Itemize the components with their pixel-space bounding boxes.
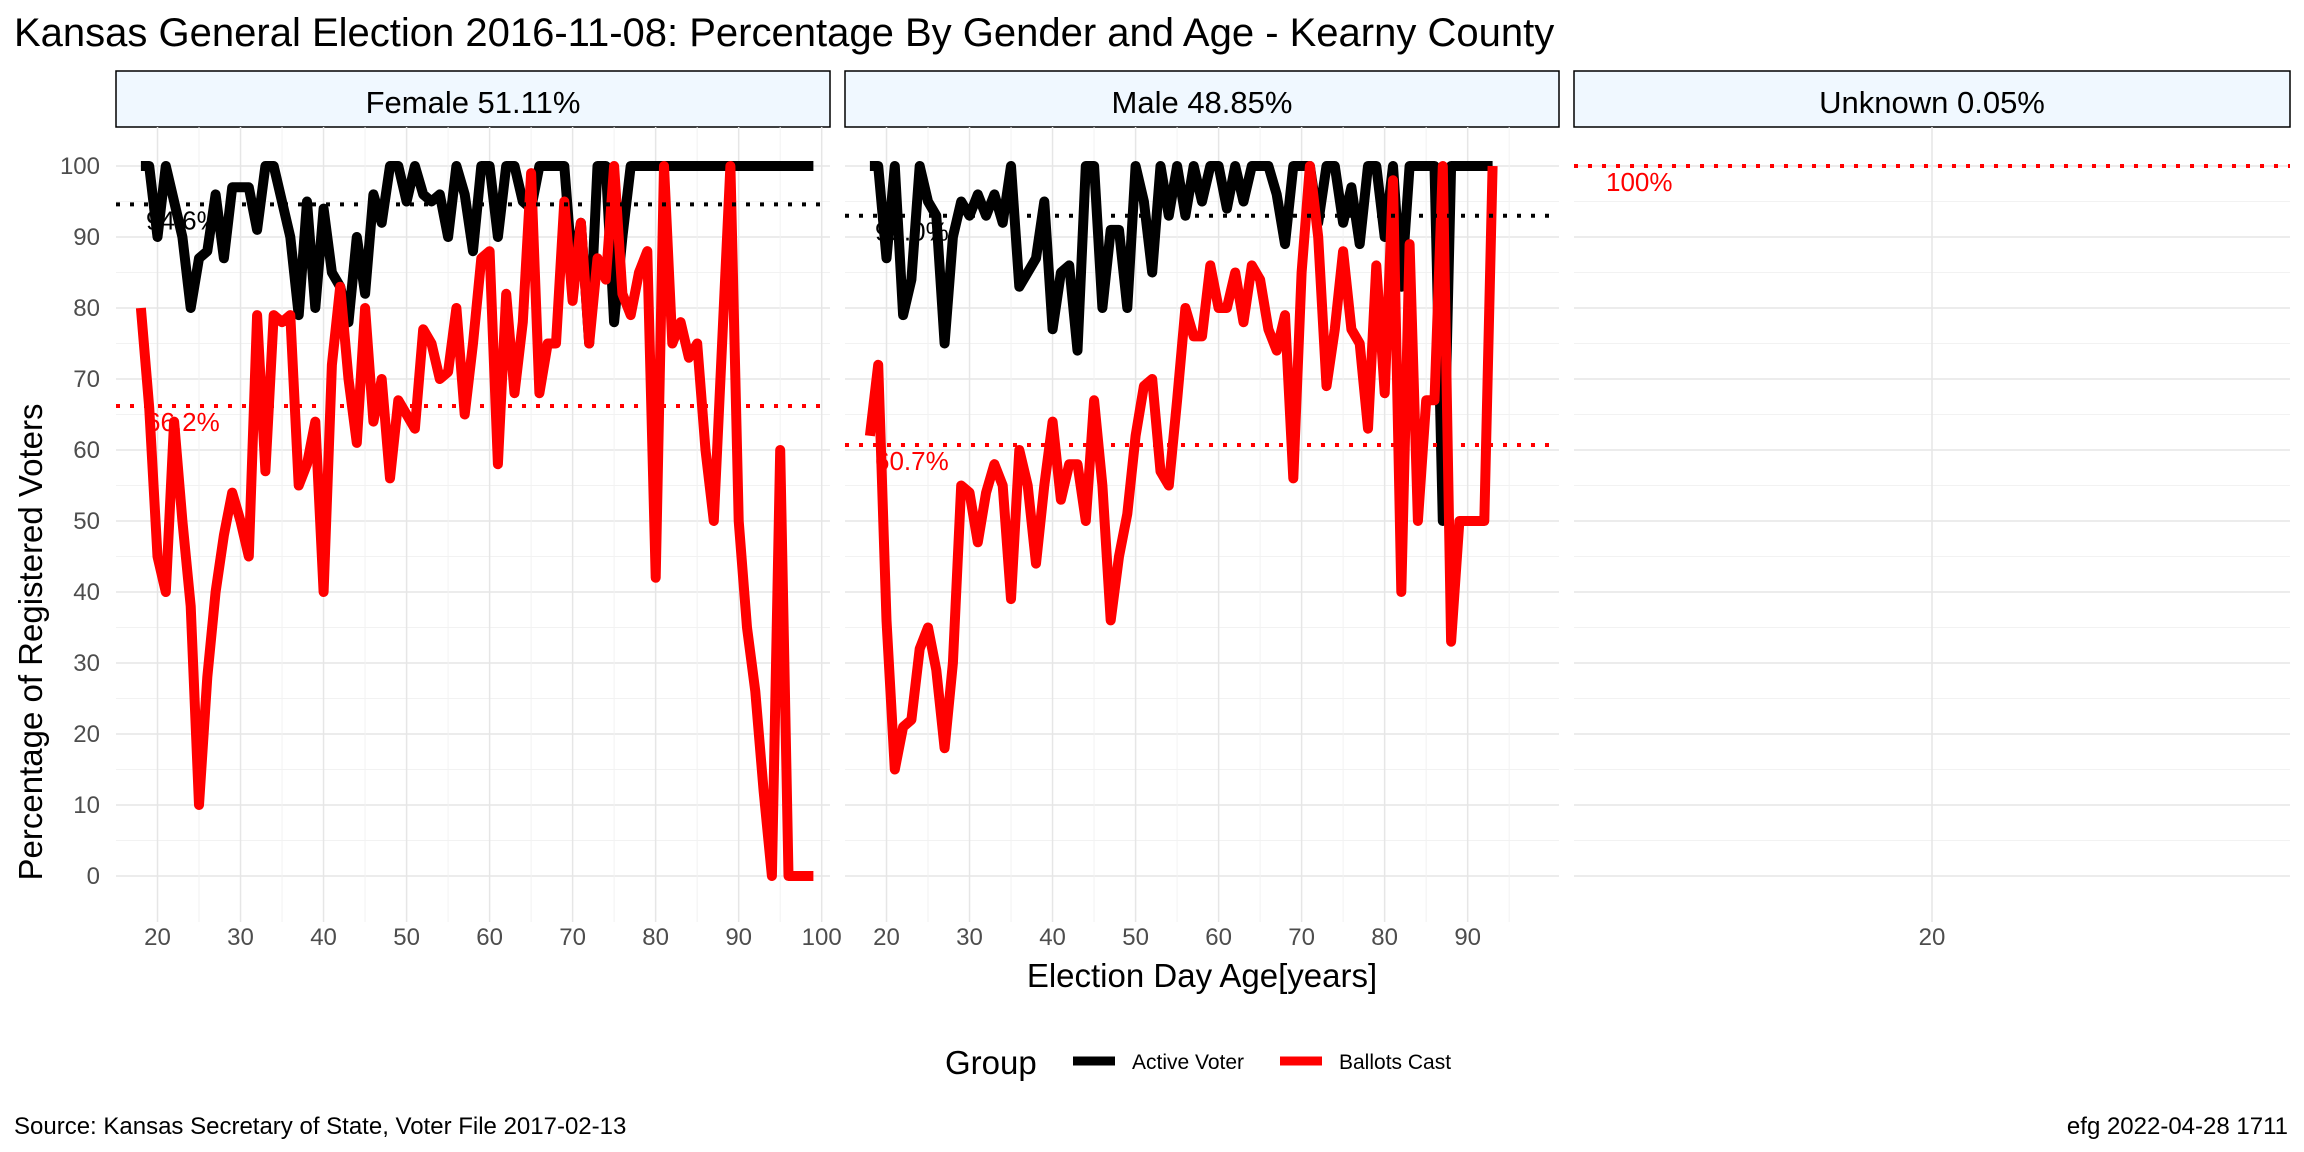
y-axis-label: Percentage of Registered Voters <box>12 404 49 881</box>
chart-title: Kansas General Election 2016-11-08: Perc… <box>14 11 1554 55</box>
x-tick-label: 60 <box>1205 924 1232 951</box>
y-tick-label: 70 <box>73 366 100 393</box>
reference-label: 93.0% <box>875 217 949 247</box>
x-tick-label: 100 <box>802 924 842 951</box>
x-axis-label: Election Day Age[years] <box>1027 957 1377 994</box>
facet-panels: Female 51.11% 20 30 40 50 60 70 80 90 100 0 10 20 30 4… <box>60 70 2291 951</box>
facet-panel: Unknown 0.05% 20 100% <box>1573 70 2291 951</box>
y-tick-label: 80 <box>73 295 100 322</box>
y-tick-label: 20 <box>73 721 100 748</box>
x-tick-label: 20 <box>144 924 171 951</box>
x-tick-label: 30 <box>956 924 983 951</box>
y-tick-label: 10 <box>73 792 100 819</box>
y-tick-label: 90 <box>73 224 100 251</box>
x-tick-label: 90 <box>1454 924 1481 951</box>
legend: Group Active Voter Ballots Cast <box>945 1044 1451 1081</box>
reference-label: 66.2% <box>146 407 220 437</box>
series-line-ballots-cast <box>135 161 814 881</box>
x-tick-label: 40 <box>310 924 337 951</box>
legend-label-active-voter: Active Voter <box>1132 1051 1244 1074</box>
facet-strip-label: Male 48.85% <box>1112 85 1293 120</box>
facet-strip <box>115 70 831 128</box>
x-tick-label: 80 <box>642 924 669 951</box>
facet-panel: Male 48.85% 20 30 40 50 60 70 80 90 93.0% 60.7% <box>844 70 1560 951</box>
y-tick-label: 60 <box>73 437 100 464</box>
x-tick-label: 20 <box>1919 924 1946 951</box>
x-tick-label: 90 <box>725 924 752 951</box>
reference-label: 100% <box>1606 167 1673 197</box>
y-tick-label: 40 <box>73 579 100 606</box>
facet-strip-label: Unknown 0.05% <box>1819 85 2045 120</box>
facet-panel: Female 51.11% 20 30 40 50 60 70 80 90 100 0 10 20 30 4… <box>60 70 842 951</box>
facet-strip <box>1573 70 2291 128</box>
x-tick-label: 50 <box>1122 924 1149 951</box>
x-tick-label: 40 <box>1039 924 1066 951</box>
x-tick-label: 60 <box>476 924 503 951</box>
x-tick-label: 20 <box>873 924 900 951</box>
series-line-ballots-cast <box>864 161 1498 775</box>
x-tick-label: 80 <box>1371 924 1398 951</box>
y-tick-label: 100 <box>60 153 100 180</box>
reference-label: 94.6% <box>146 205 220 235</box>
legend-title: Group <box>945 1044 1037 1081</box>
series-line-active-voter <box>140 161 814 349</box>
reference-label: 60.7% <box>875 446 949 476</box>
x-tick-label: 70 <box>1288 924 1315 951</box>
y-tick-label: 30 <box>73 650 100 677</box>
source-caption: Source: Kansas Secretary of State, Voter… <box>14 1113 626 1140</box>
facet-strip-label: Female 51.11% <box>366 85 581 120</box>
y-tick-label: 50 <box>73 508 100 535</box>
x-tick-label: 30 <box>227 924 254 951</box>
x-tick-label: 50 <box>393 924 420 951</box>
x-tick-label: 70 <box>559 924 586 951</box>
y-tick-label: 0 <box>87 863 100 890</box>
legend-label-ballots-cast: Ballots Cast <box>1339 1051 1451 1074</box>
facet-strip <box>844 70 1560 128</box>
credit-caption: efg 2022-04-28 1711 <box>2067 1113 2288 1140</box>
